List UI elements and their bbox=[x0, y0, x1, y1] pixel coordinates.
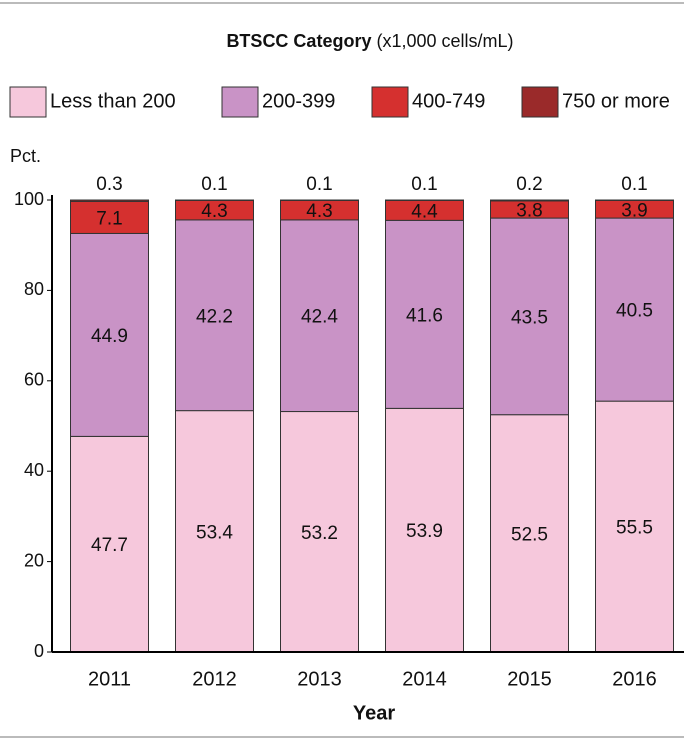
legend-label: 400-749 bbox=[412, 90, 485, 112]
legend-swatch bbox=[221, 86, 259, 118]
data-label: 3.8 bbox=[516, 201, 542, 222]
data-label: 3.9 bbox=[621, 200, 647, 221]
chart-title: BTSCC Category (x1,000 cells/mL) bbox=[226, 31, 513, 51]
x-tick-label: 2015 bbox=[507, 668, 552, 690]
x-tick-label: 2012 bbox=[192, 668, 237, 690]
legend-swatch bbox=[371, 86, 409, 118]
data-label: 53.4 bbox=[196, 522, 233, 543]
y-axis-label: Pct. bbox=[10, 146, 41, 166]
data-label: 47.7 bbox=[91, 535, 128, 556]
bar-segment bbox=[595, 217, 674, 402]
y-tick-label: 80 bbox=[24, 279, 44, 299]
data-label: 0.1 bbox=[621, 174, 647, 195]
data-label: 53.2 bbox=[301, 523, 338, 544]
bar-segment bbox=[595, 400, 674, 653]
y-tick-label: 20 bbox=[24, 550, 44, 570]
x-tick-label: 2016 bbox=[612, 668, 657, 690]
data-label: 4.3 bbox=[306, 201, 332, 222]
data-label: 0.3 bbox=[96, 174, 122, 195]
data-label: 0.1 bbox=[306, 174, 332, 195]
legend-label: Less than 200 bbox=[50, 90, 176, 112]
y-tick-label: 100 bbox=[14, 189, 44, 209]
data-label: 0.1 bbox=[411, 174, 437, 195]
bar-segment bbox=[385, 219, 464, 409]
bar-segment bbox=[280, 219, 359, 413]
data-label: 7.1 bbox=[96, 208, 122, 229]
data-label: 40.5 bbox=[616, 301, 653, 322]
data-label: 55.5 bbox=[616, 518, 653, 539]
data-label: 53.9 bbox=[406, 521, 443, 542]
data-label: 52.5 bbox=[511, 524, 548, 545]
bar-segment bbox=[280, 411, 359, 653]
data-label: 0.2 bbox=[516, 174, 542, 195]
y-tick-label: 60 bbox=[24, 370, 44, 390]
data-label: 43.5 bbox=[511, 307, 548, 328]
legend-swatch bbox=[521, 86, 559, 118]
title-main: BTSCC Category bbox=[226, 31, 371, 51]
data-label: 4.3 bbox=[201, 201, 227, 222]
bar-segment bbox=[70, 200, 149, 234]
legend-label: 200-399 bbox=[262, 90, 335, 112]
bar-segment bbox=[385, 407, 464, 653]
data-label: 41.6 bbox=[406, 305, 443, 326]
bar-segment bbox=[490, 217, 569, 416]
y-tick-label: 0 bbox=[34, 641, 44, 661]
bar-segment bbox=[175, 410, 254, 653]
x-tick-label: 2011 bbox=[88, 668, 131, 690]
y-tick-label: 40 bbox=[24, 460, 44, 480]
bar-segment bbox=[70, 435, 149, 653]
bar-segment bbox=[70, 232, 149, 437]
title-note: (x1,000 cells/mL) bbox=[376, 31, 513, 51]
x-tick-label: 2013 bbox=[297, 668, 342, 690]
data-label: 44.9 bbox=[91, 326, 128, 347]
bar-segment bbox=[490, 199, 569, 202]
data-label: 42.4 bbox=[301, 307, 338, 328]
legend-swatch bbox=[9, 86, 47, 118]
legend-label: 750 or more bbox=[562, 90, 670, 112]
x-tick-label: 2014 bbox=[402, 668, 447, 690]
bar-segment bbox=[70, 199, 149, 202]
data-label: 4.4 bbox=[411, 201, 438, 222]
data-label: 42.2 bbox=[196, 306, 233, 327]
x-axis-label: Year bbox=[353, 702, 395, 724]
bar-segment bbox=[175, 219, 254, 412]
data-label: 0.1 bbox=[201, 174, 227, 195]
